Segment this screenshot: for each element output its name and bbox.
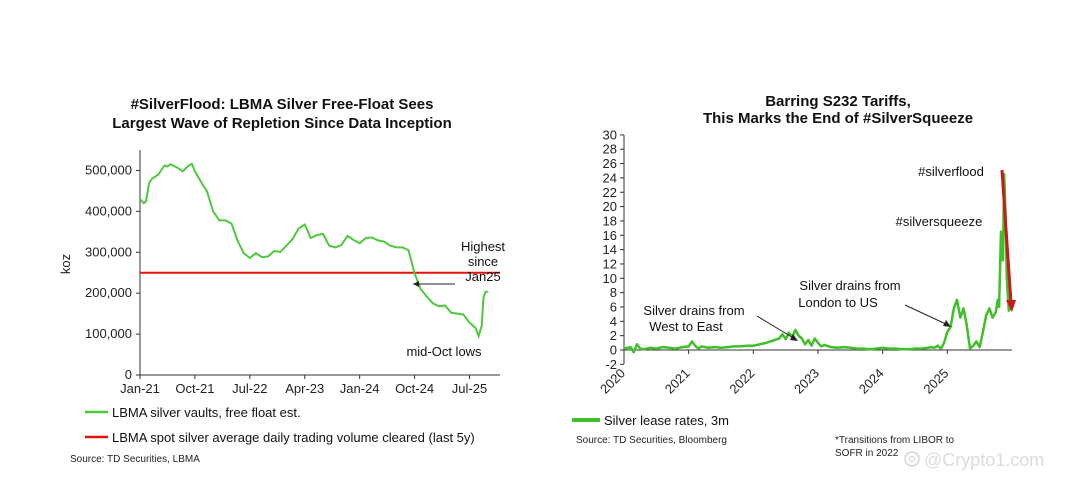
left-source: Source: TD Securities, LBMA [70,454,200,465]
right-source: Source: TD Securities, Bloomberg [576,435,727,446]
left-y-tick-label: 200,000 [85,285,132,300]
annotation-jan25: Jan25 [465,269,500,284]
left-chart-title-line-2: Largest Wave of Repletion Since Data Inc… [112,115,452,132]
lease-rate-series-line [623,173,1012,354]
left-x-tick-label: Jul-22 [232,381,267,396]
right-y-tick-label: 4 [610,314,617,329]
london-us-arrow-head [943,320,951,327]
right-chart-title-line-1: Barring S232 Tariffs, [765,93,911,110]
right-y-tick-label: 26 [603,156,617,171]
left-y-tick-label: 500,000 [85,162,132,177]
right-chart: Barring S232 Tariffs, This Marks the End… [572,93,1016,459]
right-x-tick-label: 2024 [856,366,887,397]
annotation-silversqueeze: #silversqueeze [896,214,983,229]
annotation-mid-oct-lows: mid-Oct lows [406,344,482,359]
right-y-tick-label: 12 [603,256,617,271]
left-x-tick-label: Jan-24 [340,381,380,396]
watermark-text: @Crypto1.com [924,450,1044,470]
legend-label-threshold: LBMA spot silver average daily trading v… [112,430,475,445]
right-x-tick-label: 2025 [920,366,951,397]
right-x-tick-label: 2023 [791,366,822,397]
left-y-tick-label: 400,000 [85,203,132,218]
annotation-london-us-line-2: London to US [798,295,878,310]
left-chart: #SilverFlood: LBMA Silver Free-Float See… [58,96,505,465]
at-icon-core [908,455,916,463]
annotation-silverflood: #silverflood [918,164,984,179]
annotation-highest: Highest [461,239,505,254]
silverflood-decline-arrow-head [1006,300,1016,312]
right-x-tick-label: 2020 [597,366,628,397]
left-x-tick-label: Oct-24 [395,381,434,396]
right-y-tick-label: 28 [603,142,617,157]
right-y-tick-label: 10 [603,271,617,286]
left-y-axis-label: koz [58,254,73,274]
footnote-line-2: SOFR in 2022 [835,448,899,459]
left-x-tick-label: Apr-23 [285,381,324,396]
right-y-tick-label: 22 [603,185,617,200]
free-float-series-line [139,162,489,340]
right-y-tick-label: 24 [603,170,617,185]
left-x-tick-label: Oct-21 [175,381,214,396]
right-y-tick-label: 20 [603,199,617,214]
right-y-tick-label: 2 [610,328,617,343]
left-y-tick-label: 0 [125,367,132,382]
footnote-line-1: *Transitions from LIBOR to [835,435,955,446]
london-us-arrow-shaft [904,304,949,326]
right-y-tick-label: 0 [610,343,617,358]
west-east-arrow-head [790,334,798,341]
right-y-tick-label: 6 [610,299,617,314]
legend-label-lease-rates: Silver lease rates, 3m [604,413,729,428]
right-y-tick-label: 18 [603,213,617,228]
right-y-tick-label: 8 [610,285,617,300]
annotation-since: since [468,254,498,269]
left-x-ticks: Jan-21 Oct-21 Jul-22 Apr-23 Jan-24 Oct-24 Jul-… [120,375,487,396]
left-chart-title-line-1: #SilverFlood: LBMA Silver Free-Float See… [131,96,434,113]
right-x-tick-label: 2021 [662,366,693,397]
highest-since-arrow-head [413,281,419,287]
right-x-ticks: 2020 2021 2022 2023 2024 2025 [597,350,951,397]
right-chart-title-line-2: This Marks the End of #SilverSqueeze [703,110,973,127]
watermark: @Crypto1.com [904,450,1044,470]
annotation-london-us-line-1: Silver drains from [799,278,900,293]
west-east-arrow-shaft [756,315,796,340]
silverflood-decline-arrow-shaft [1000,169,1013,304]
annotation-west-east-line-1: Silver drains from [643,303,744,318]
left-y-tick-label: 300,000 [85,244,132,259]
right-x-tick-label: 2022 [726,366,757,397]
at-icon [904,451,920,467]
left-x-tick-label: Jul-25 [452,381,487,396]
right-y-tick-label: -2 [605,357,617,372]
annotation-west-east-line-2: West to East [649,319,723,334]
right-y-tick-label: 16 [603,228,617,243]
left-y-tick-label: 100,000 [85,326,132,341]
legend-label-free-float: LBMA silver vaults, free float est. [112,405,301,420]
right-y-tick-label: 14 [603,242,617,257]
right-y-tick-label: 30 [603,127,617,142]
left-x-tick-label: Jan-21 [120,381,160,396]
left-y-ticks: 0 100,000 200,000 300,000 400,000 500,000 [85,162,140,382]
